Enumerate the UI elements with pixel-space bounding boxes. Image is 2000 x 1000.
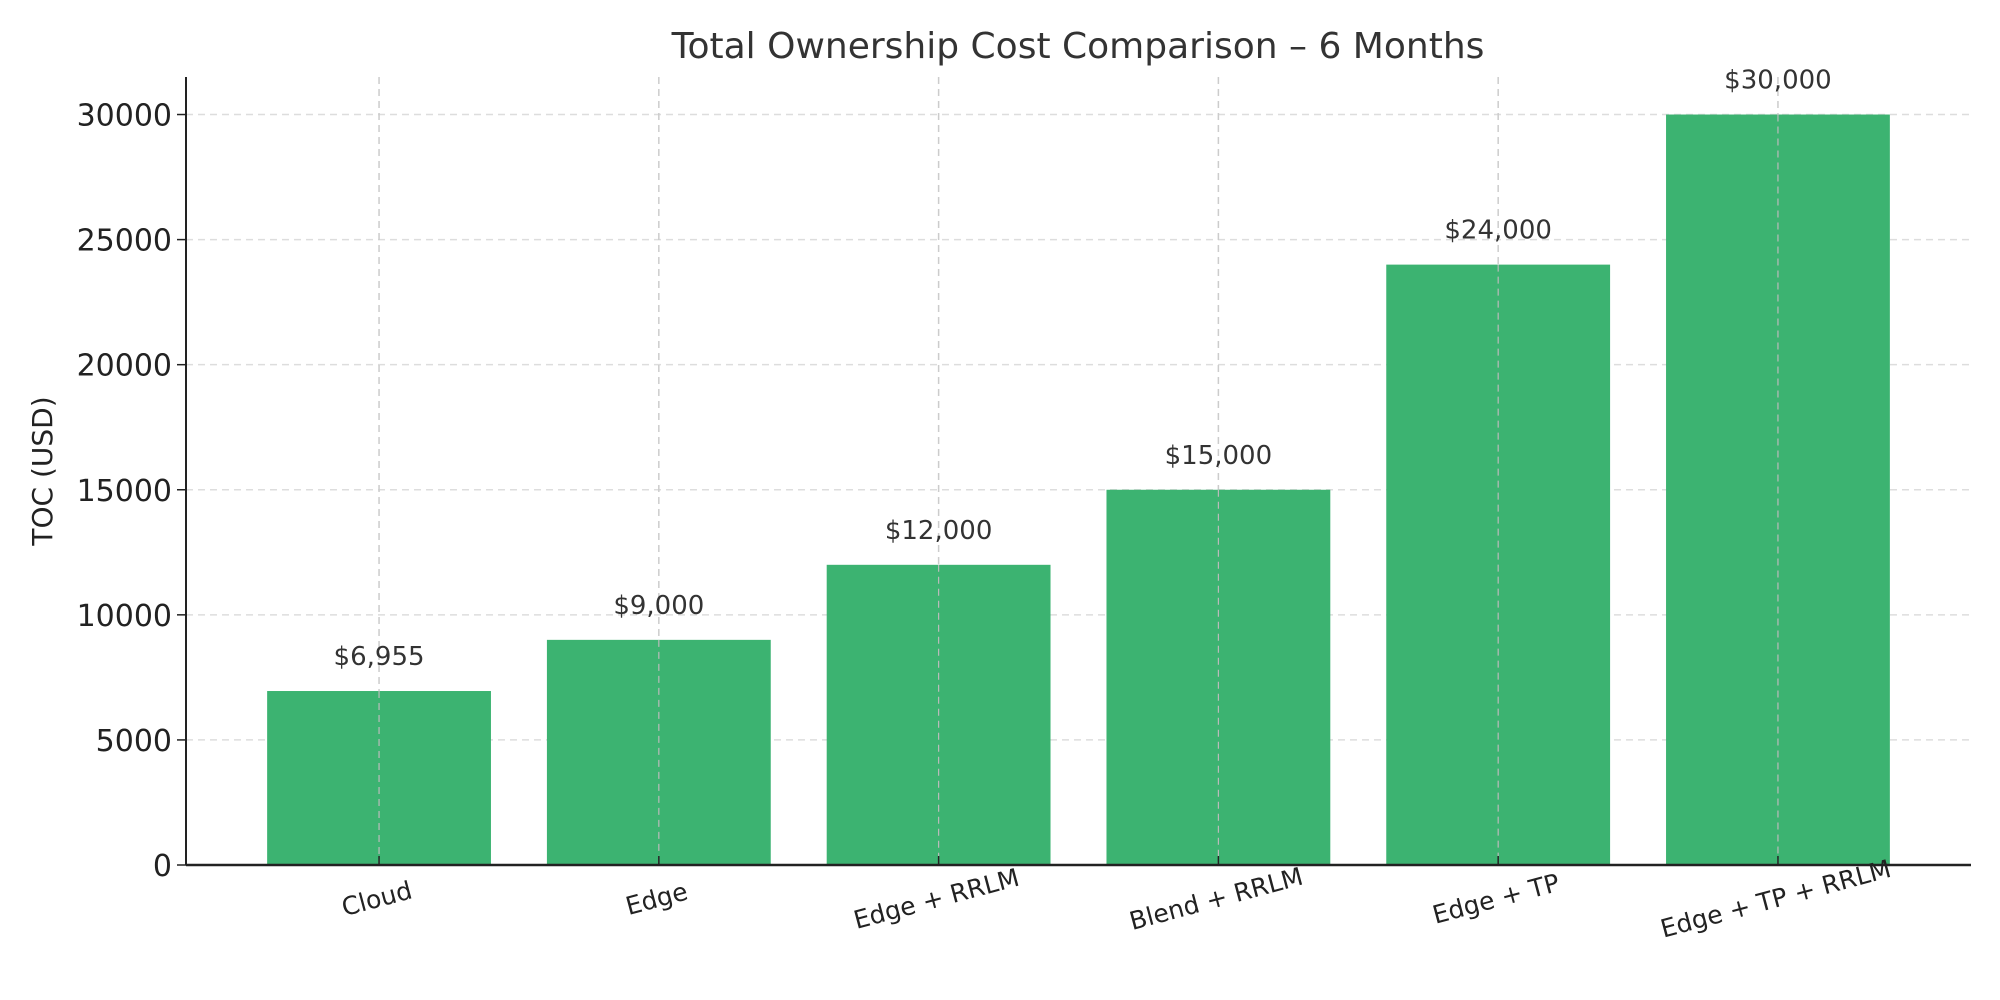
chart-title: Total Ownership Cost Comparison – 6 Mont… <box>671 26 1485 67</box>
y-tick-label: 20000 <box>77 349 172 384</box>
y-tick-label: 15000 <box>77 474 172 509</box>
x-tick-label: Edge + RRLM <box>851 863 1023 935</box>
bar-value-label: $9,000 <box>613 591 704 621</box>
bar-value-label: $12,000 <box>885 516 993 546</box>
x-tick-label: Edge + TP + RRLM <box>1657 854 1894 943</box>
y-tick-label: 5000 <box>96 724 172 759</box>
y-axis-label: TOC (USD) <box>26 396 59 546</box>
y-tick-label: 0 <box>153 849 172 884</box>
x-tick-label: Blend + RRLM <box>1126 862 1306 936</box>
x-tick-label: Edge + TP <box>1429 868 1562 930</box>
bar-value-label: $30,000 <box>1724 66 1832 96</box>
y-tick-label: 30000 <box>77 99 172 134</box>
bar-value-label: $6,955 <box>334 642 425 672</box>
x-tick-label: Cloud <box>339 876 415 922</box>
x-tick-label: Edge <box>622 877 690 921</box>
y-tick-label: 25000 <box>77 224 172 259</box>
y-tick-label: 10000 <box>77 599 172 634</box>
bar-value-label: $24,000 <box>1444 216 1552 246</box>
bar-value-label: $15,000 <box>1165 441 1273 471</box>
